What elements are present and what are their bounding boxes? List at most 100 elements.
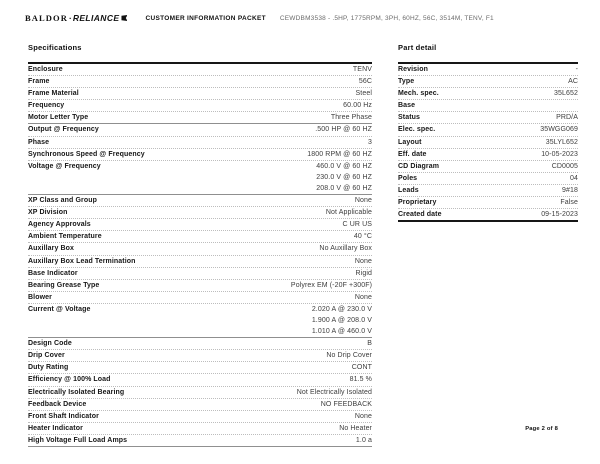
row-values: Not Electrically Isolated	[297, 387, 372, 398]
product-code: CEWDBM3538 - .5HP, 1775RPM, 3PH, 60HZ, 5…	[279, 14, 494, 22]
row-values: NO FEEDBACK	[321, 399, 372, 410]
row-label: Type	[398, 78, 415, 86]
row-value: Not Electrically Isolated	[296, 388, 372, 396]
row-value: 9#18	[562, 186, 578, 194]
row-label: Revision	[398, 66, 428, 73]
table-row: Agency Approvals C UR US	[28, 218, 372, 230]
row-values: CD0005	[552, 161, 578, 172]
part-detail-heading: Part detail	[398, 43, 437, 52]
row-values: No Drip Cover	[326, 350, 372, 361]
row-value: C UR US	[342, 221, 372, 229]
row-values: 56C	[359, 76, 372, 87]
row-label: Drip Cover	[28, 352, 65, 360]
row-values: Rigid	[356, 268, 372, 279]
row-value: 40 °C	[353, 233, 372, 241]
row-values: C UR US	[343, 219, 372, 230]
row-values: 1.0 a	[356, 435, 372, 446]
row-values: None	[355, 256, 372, 267]
row-label: Eff. date	[398, 150, 427, 158]
table-row: CD Diagram CD0005	[398, 159, 578, 172]
row-value: -	[575, 66, 578, 73]
row-values: 3	[368, 137, 372, 148]
row-label: Phase	[28, 138, 50, 146]
table-row: Blower None	[28, 290, 372, 303]
row-value: 35LYL652	[545, 138, 578, 146]
row-values: 460.0 V @ 60 HZ 230.0 V @ 60 HZ 208.0 V @ …	[316, 161, 372, 194]
part-detail-section: Part detail Revision - Type AC Mech. spec. 35…	[398, 43, 578, 223]
row-value: 1.900 A @ 208.0 V	[311, 316, 372, 324]
table-row: Proprietary False	[398, 196, 578, 208]
row-label: Feedback Device	[28, 400, 87, 408]
row-value: 35WGG069	[540, 126, 578, 134]
row-value: None	[354, 412, 372, 420]
row-values: 35WGG069	[540, 124, 578, 135]
brand-flag-icon	[121, 15, 128, 21]
row-values: 35LYL652	[546, 137, 578, 148]
brand-separator: ·	[68, 13, 72, 23]
row-label: Proprietary	[398, 199, 437, 207]
part-detail-table: Revision - Type AC Mech. spec. 35L652 Base Stat…	[398, 62, 578, 223]
row-value: 1800 RPM @ 60 HZ	[307, 150, 372, 158]
row-values: None	[355, 195, 372, 206]
row-values: PRD/A	[556, 112, 578, 123]
row-values: Three Phase	[331, 112, 372, 123]
table-row: Frequency 60.00 Hz	[28, 99, 372, 111]
row-value: 460.0 V @ 60 HZ	[316, 162, 372, 170]
row-value: 2.020 A @ 230.0 V	[311, 305, 372, 313]
row-label: CD Diagram	[398, 162, 440, 170]
row-values: 60.00 Hz	[343, 100, 372, 111]
row-value: CONT	[351, 364, 372, 372]
row-values: False	[560, 197, 578, 208]
row-label: Frame	[28, 78, 50, 86]
row-label: Electrically Isolated Bearing	[28, 388, 125, 396]
row-label: XP Class and Group	[28, 197, 97, 205]
row-value: Polyrex EM (-20F +300F)	[290, 281, 372, 289]
table-row: Electrically Isolated Bearing Not Electri…	[28, 385, 372, 398]
row-value: 81.5 %	[349, 376, 372, 384]
row-value: Steel	[355, 90, 372, 98]
table-row: Poles 04	[398, 171, 578, 184]
row-value: No Heater	[339, 424, 372, 432]
row-label: Enclosure	[28, 66, 63, 73]
row-value: 35L652	[554, 90, 578, 98]
table-row: Auxillary Box Lead Termination None	[28, 254, 372, 267]
row-values: CONT	[352, 362, 372, 373]
table-row: Drip Cover No Drip Cover	[28, 349, 372, 361]
brand-logo: BALDOR · RELIANCE	[25, 13, 128, 23]
table-row: Motor Letter Type Three Phase	[28, 111, 372, 123]
row-value: 10-05-2023	[541, 150, 578, 158]
row-values: Not Applicable	[326, 207, 372, 218]
row-value: 1.010 A @ 460.0 V	[311, 328, 372, 336]
row-label: High Voltage Full Load Amps	[28, 436, 128, 444]
row-value: CD0005	[551, 162, 578, 170]
table-row: Frame Material Steel	[28, 87, 372, 99]
row-label: Ambient Temperature	[28, 233, 102, 241]
table-row: Auxillary Box No Auxillary Box	[28, 242, 372, 254]
brand-baldor: BALDOR	[25, 13, 68, 23]
row-values: 9#18	[562, 185, 578, 196]
row-label: Poles	[398, 174, 418, 182]
page-header: BALDOR · RELIANCE CUSTOMER INFORMATION P…	[25, 12, 580, 24]
table-row: Bearing Grease Type Polyrex EM (-20F +300…	[28, 278, 372, 291]
row-values: TENV	[353, 64, 372, 75]
table-row: Duty Rating CONT	[28, 361, 372, 373]
table-row: Base	[398, 99, 578, 111]
row-value: Not Applicable	[325, 209, 372, 217]
row-label: Base Indicator	[28, 269, 78, 277]
row-values: 04	[570, 173, 578, 184]
row-label: Agency Approvals	[28, 221, 91, 229]
row-values: 10-05-2023	[541, 149, 578, 160]
row-label: Auxillary Box Lead Termination	[28, 257, 136, 265]
specifications-section: Specifications Enclosure TENV Frame 56C Fram…	[28, 44, 372, 447]
row-label: Elec. spec.	[398, 126, 436, 134]
table-row: Front Shaft Indicator None	[28, 409, 372, 422]
table-row: XP Division Not Applicable	[28, 206, 372, 218]
table-row: Phase 3	[28, 135, 372, 148]
row-values: Steel	[356, 88, 372, 99]
row-value: PRD/A	[556, 114, 578, 122]
row-values: 09-15-2023	[541, 209, 578, 220]
row-values: 40 °C	[354, 231, 372, 242]
row-label: Output @ Frequency	[28, 126, 99, 134]
row-values: .500 HP @ 60 HZ	[315, 124, 372, 135]
